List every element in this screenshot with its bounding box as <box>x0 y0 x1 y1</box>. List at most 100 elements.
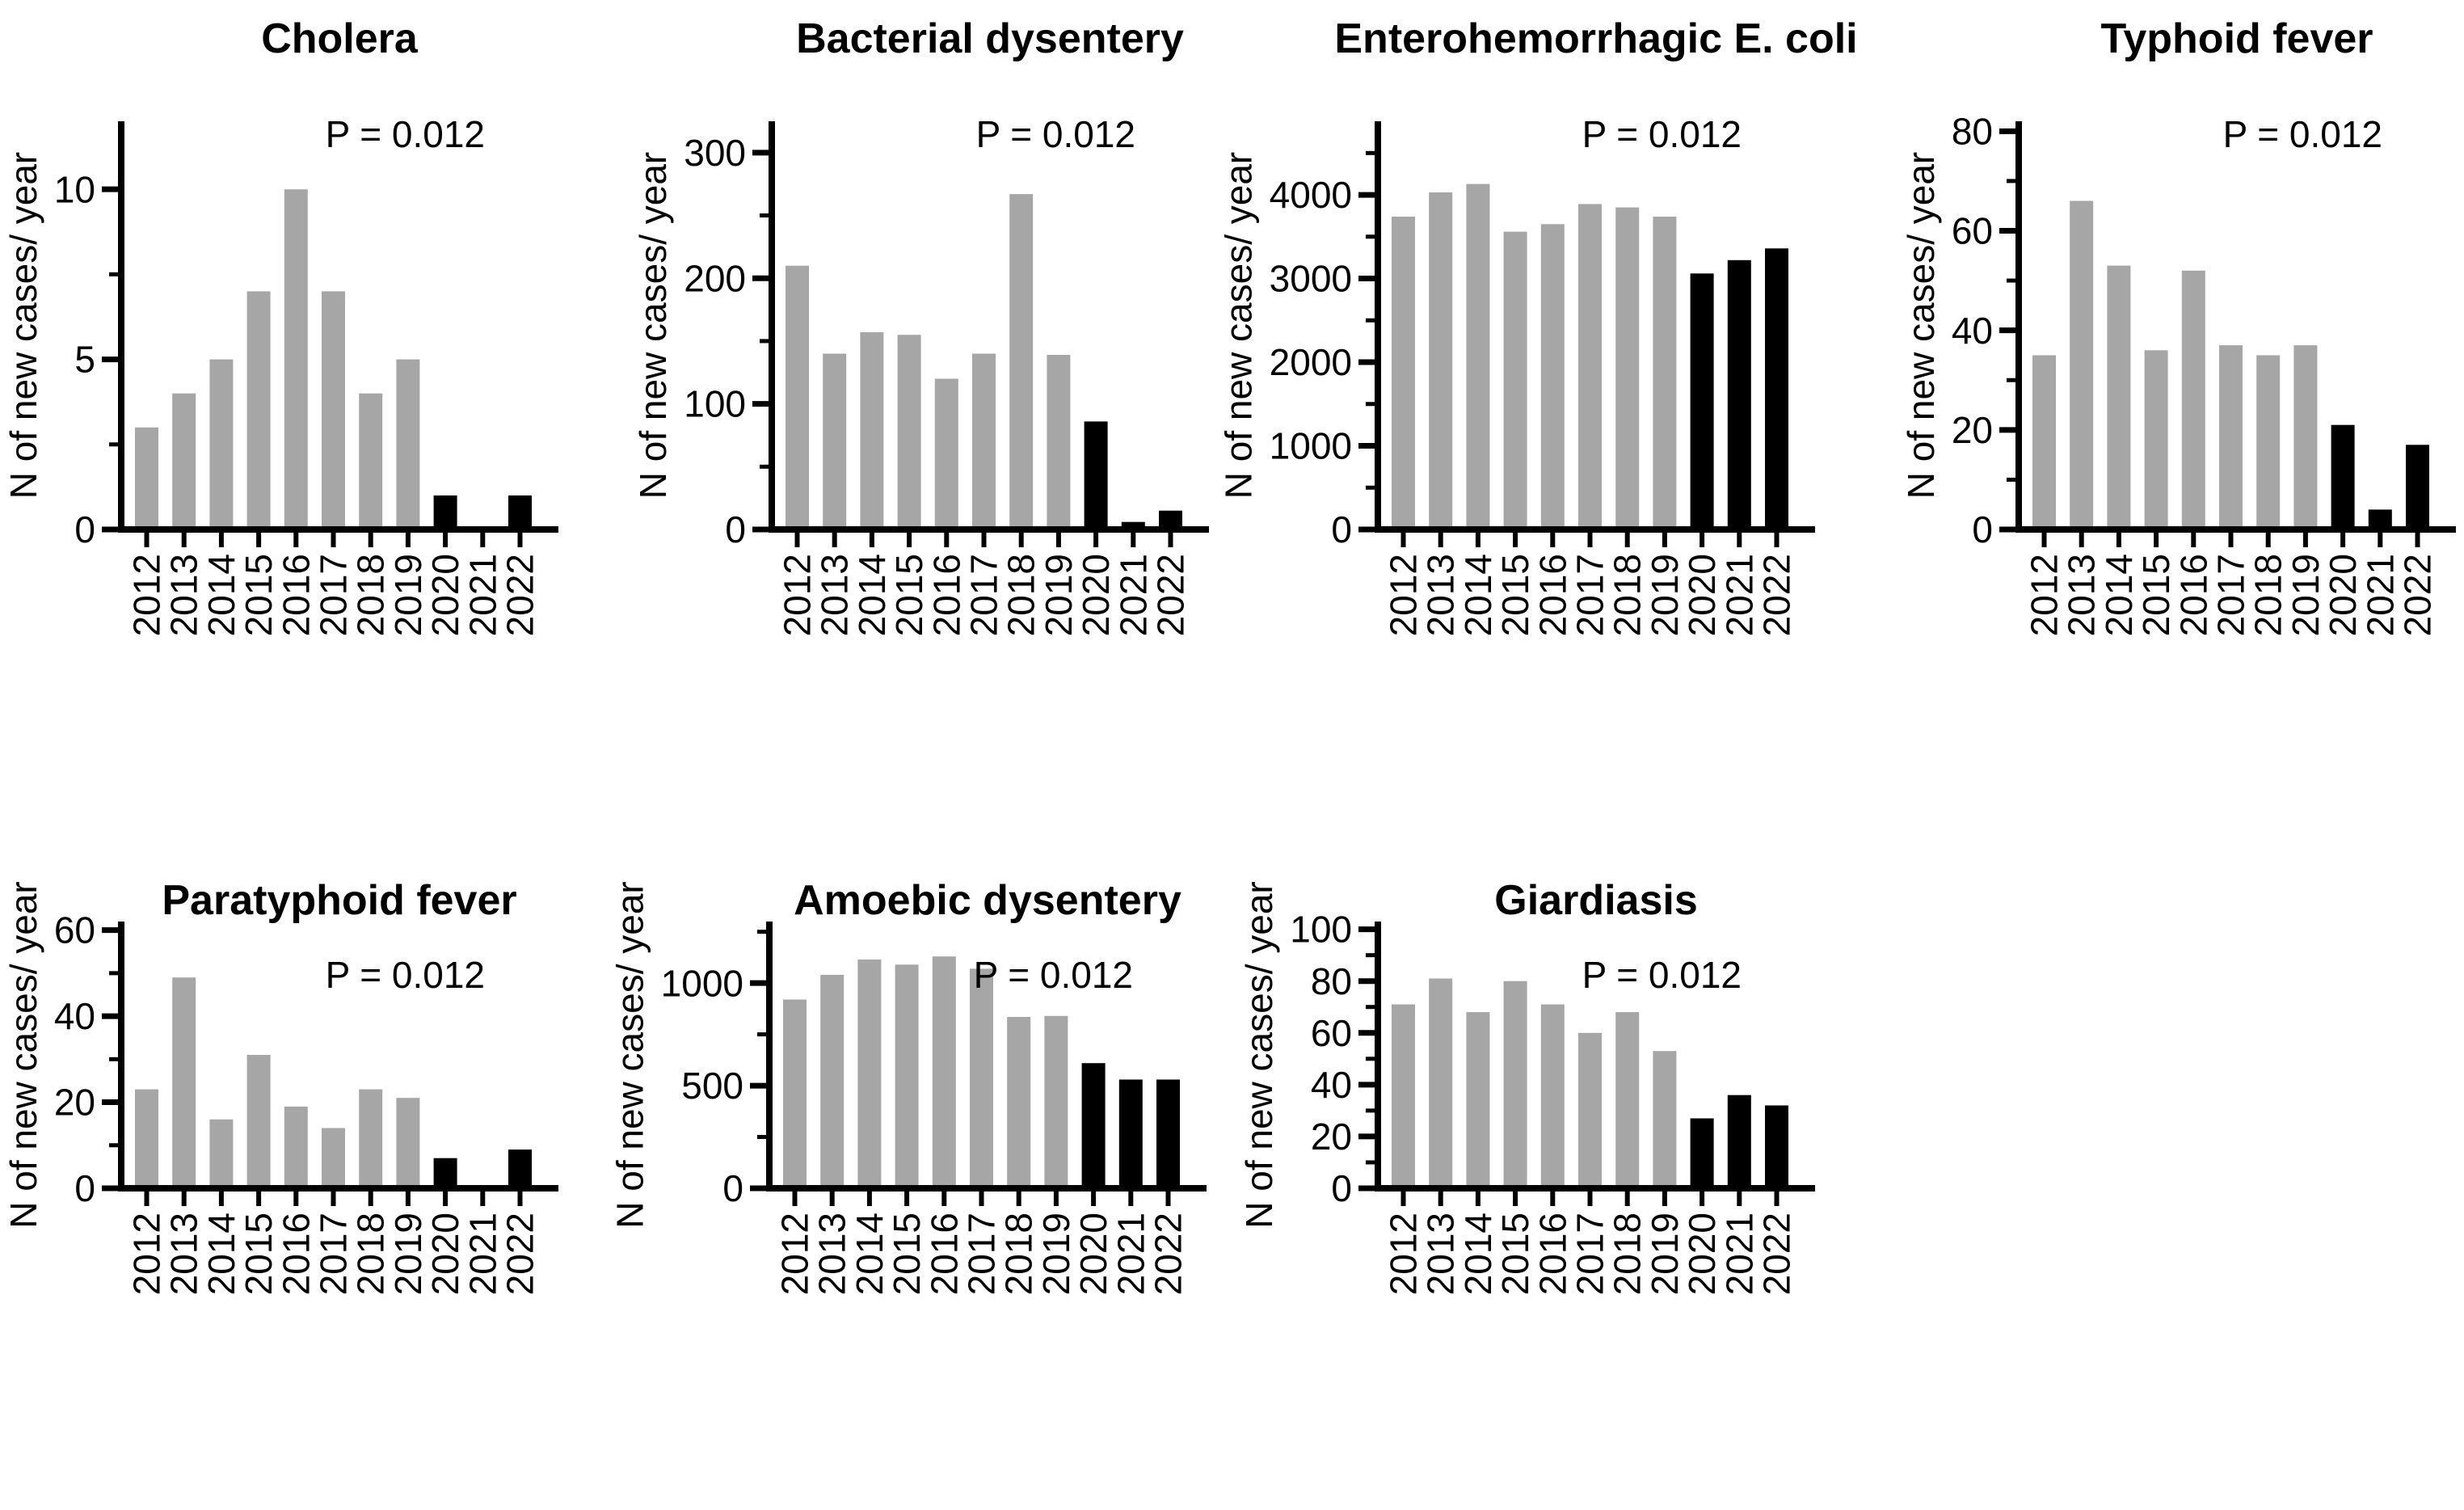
bar-2012 <box>2032 355 2056 529</box>
p-value-label: P = 0.012 <box>1582 954 1742 996</box>
y-tick-label: 20 <box>1952 409 1993 451</box>
bar-2014 <box>1466 183 1490 529</box>
x-tick-label: 2015 <box>1494 1213 1536 1295</box>
x-tick-label: 2013 <box>1420 554 1462 636</box>
chart-title: Amoebic dysentery <box>794 877 1181 924</box>
bar-2020 <box>1081 1063 1106 1188</box>
y-tick-label: 80 <box>1952 110 1993 152</box>
y-tick-label: 0 <box>1972 508 1993 550</box>
p-value-label: P = 0.012 <box>2223 113 2382 155</box>
x-tick-label: 2017 <box>1569 1213 1611 1295</box>
bar-2013 <box>823 353 847 529</box>
bar-2019 <box>2293 345 2318 529</box>
x-tick-label: 2018 <box>998 1213 1040 1295</box>
typhoid-fever-plot: 0 20 40 60 80 2012201320142015201620172018201… <box>1900 110 2456 636</box>
y-tick-label: 40 <box>1952 310 1993 352</box>
y-tick-label: 200 <box>684 257 746 299</box>
x-tick-label: 2012 <box>126 1213 168 1295</box>
x-tick-label: 2017 <box>963 554 1005 636</box>
y-tick-label: 100 <box>684 383 746 425</box>
x-tick-label: 2019 <box>1644 554 1686 636</box>
bar-2020 <box>1690 1118 1714 1188</box>
p-value-label: P = 0.012 <box>1582 113 1742 155</box>
chart-title: Typhoid fever <box>2100 15 2373 62</box>
x-tick-label: 2017 <box>2210 554 2252 636</box>
chart-title: Paratyphoid fever <box>162 877 517 924</box>
bar-2022 <box>2406 445 2429 529</box>
bar-2016 <box>284 189 308 529</box>
y-tick-label: 60 <box>1952 210 1993 252</box>
bar-2015 <box>897 335 921 529</box>
y-axis-title: N of new cases/ year <box>1238 881 1280 1229</box>
chart-title: Cholera <box>261 15 418 62</box>
x-tick-label: 2014 <box>1457 554 1499 636</box>
bar-2018 <box>1009 194 1034 529</box>
amoebic-dysentery-plot: 0 500 1000 20122013201420152016201720182019… <box>609 881 1207 1295</box>
x-tick-label: 2016 <box>1531 1213 1573 1295</box>
x-tick-label: 2016 <box>923 1213 965 1295</box>
y-tick-label: 20 <box>54 1082 95 1124</box>
bar-2022 <box>1765 1105 1788 1188</box>
bar-2021 <box>1727 1095 1751 1188</box>
bar-2015 <box>1503 231 1527 529</box>
chart-amoebic-dysentery: Amoebic dysentery 0 500 1000 2012 2013 2014 20… <box>609 0 1270 1295</box>
y-tick-label: 5 <box>74 339 95 381</box>
x-tick-label: 2018 <box>1607 1213 1649 1295</box>
x-tick-label: 2016 <box>275 554 317 636</box>
x-tick-label: 2021 <box>461 554 503 636</box>
x-tick-label: 2012 <box>774 1213 816 1295</box>
bar-2012 <box>783 999 807 1188</box>
y-tick-label: 40 <box>1311 1064 1352 1106</box>
chart-title: Enterohemorrhagic E. coli <box>1334 15 1858 62</box>
x-tick-label: 2016 <box>925 554 967 636</box>
bar-2017 <box>2219 345 2243 529</box>
bar-2018 <box>1615 207 1640 529</box>
bar-2015 <box>2144 350 2168 529</box>
bar-2019 <box>1044 1015 1068 1188</box>
x-tick-label: 2015 <box>886 1213 928 1295</box>
x-tick-label: 2020 <box>424 1213 466 1295</box>
chart-title: Bacterial dysentery <box>796 15 1184 62</box>
x-tick-label: 2017 <box>313 1213 355 1295</box>
x-tick-label: 2022 <box>1150 554 1192 636</box>
x-tick-label: 2020 <box>1075 554 1117 636</box>
bar-2015 <box>1503 981 1527 1188</box>
bar-2022 <box>508 495 532 529</box>
chart-paratyphoid-fever: Paratyphoid fever 0 20 40 60 2012 2013 2014 201… <box>0 0 622 1295</box>
bar-2017 <box>1578 1032 1602 1188</box>
x-tick-label: 2012 <box>777 554 819 636</box>
x-tick-label: 2022 <box>2397 554 2439 636</box>
giardiasis-plot: 0 20 40 60 80 100 2012201320142015201620172018… <box>1238 881 1815 1295</box>
bar-2021 <box>2368 509 2392 529</box>
x-tick-label: 2016 <box>1531 554 1573 636</box>
bar-2016 <box>1540 1004 1565 1188</box>
y-axis-title: N of new cases/ year <box>2 152 44 500</box>
chart-cholera: Cholera 0 5 10 2012 2013 2014 2015 2016 2017 2018… <box>0 0 622 755</box>
y-tick-label: 0 <box>74 508 95 550</box>
bar-2013 <box>1429 978 1453 1188</box>
bar-2017 <box>970 968 993 1188</box>
bar-2017 <box>972 353 996 529</box>
bar-2017 <box>322 291 345 529</box>
chart-giardiasis: Giardiasis 0 20 40 60 80 100 2012 2013 2014 2015 2… <box>1238 0 1879 1295</box>
bar-2014 <box>209 359 234 529</box>
y-tick-label: 60 <box>1311 1012 1352 1054</box>
bar-2018 <box>1007 1017 1031 1188</box>
y-tick-label: 80 <box>1311 960 1352 1002</box>
bar-2017 <box>322 1128 345 1188</box>
bar-2012 <box>786 265 809 529</box>
bar-2015 <box>895 964 919 1188</box>
y-tick-label: 0 <box>725 508 746 550</box>
y-axis-title: N of new cases/ year <box>632 152 674 500</box>
x-tick-label: 2012 <box>1383 1213 1425 1295</box>
paratyphoid-fever-plot: 0204060201220132014201520162017201820192… <box>2 881 558 1295</box>
bar-2013 <box>820 975 844 1188</box>
x-tick-label: 2014 <box>200 554 242 636</box>
y-tick-label: 0 <box>74 1167 95 1209</box>
bar-2020 <box>1084 421 1108 529</box>
bar-2017 <box>1578 204 1602 529</box>
y-tick-label: 0 <box>1331 508 1352 550</box>
bar-2016 <box>932 956 956 1188</box>
bar-2019 <box>1653 217 1677 529</box>
